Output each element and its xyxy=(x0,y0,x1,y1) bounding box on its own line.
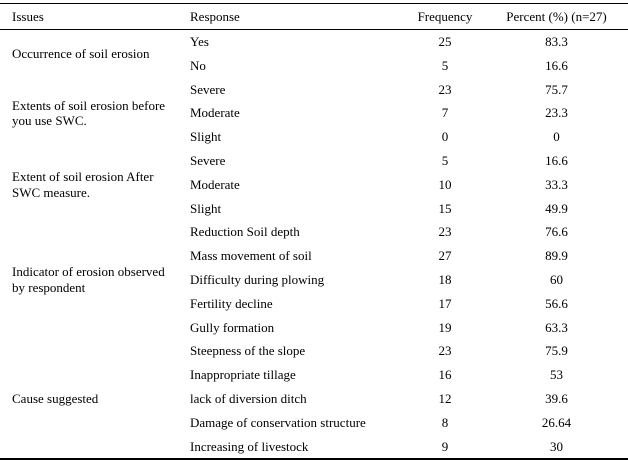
percent-cell: 49.9 xyxy=(545,200,568,216)
percent-cell: 83.3 xyxy=(545,34,568,50)
frequency-cell: 0 xyxy=(441,129,449,145)
table-row: Inappropriate tillage 16 53 xyxy=(0,363,628,387)
table-row: No 5 16.6 xyxy=(0,54,628,78)
percent-cell: 0 xyxy=(553,129,560,145)
issue-cell: Extent of soil erosion After SWC measure… xyxy=(12,169,154,200)
frequency-cell: 9 xyxy=(441,438,449,454)
frequency-cell: 12 xyxy=(438,391,452,407)
issue-cell: Occurrence of soil erosion xyxy=(12,46,150,61)
response-cell: lack of diversion ditch xyxy=(190,391,307,407)
percent-cell: 75.7 xyxy=(545,81,568,97)
table-row: Cause suggested Steepness of the slope 2… xyxy=(0,339,628,406)
response-cell: Steepness of the slope xyxy=(190,343,306,359)
frequency-cell: 23 xyxy=(438,343,452,359)
table-row: Mass movement of soil 27 89.9 xyxy=(0,244,628,268)
response-cell: Mass movement of soil xyxy=(190,248,312,264)
response-cell: No xyxy=(190,57,206,73)
frequency-cell: 18 xyxy=(438,272,452,288)
percent-cell: 23.3 xyxy=(545,105,568,121)
frequency-cell: 10 xyxy=(438,176,452,192)
column-header-issues: Issues xyxy=(0,3,180,30)
response-cell: Damage of conservation structure xyxy=(190,414,366,430)
frequency-cell: 7 xyxy=(441,105,449,121)
frequency-cell: 23 xyxy=(438,224,452,240)
table-row: Slight 0 0 xyxy=(0,125,628,149)
table-row: Slight 15 49.9 xyxy=(0,197,628,221)
frequency-cell: 23 xyxy=(438,81,452,97)
table-row: Damage of conservation structure 8 26.64 xyxy=(0,411,628,435)
response-cell: Increasing of livestock xyxy=(190,438,309,454)
table-row: Extents of soil erosion before you use S… xyxy=(0,78,628,129)
frequency-cell: 17 xyxy=(438,295,452,311)
response-cell: Difficulty during plowing xyxy=(190,272,325,288)
header-row: Issues Response Frequency Percent (%) (n… xyxy=(0,3,628,30)
percent-cell: 16.6 xyxy=(545,153,568,169)
frequency-cell: 15 xyxy=(438,200,452,216)
frequency-cell: 19 xyxy=(438,319,452,335)
response-cell: Yes xyxy=(190,34,209,50)
percent-cell: 63.3 xyxy=(545,319,568,335)
table-row: Extent of soil erosion After SWC measure… xyxy=(0,149,628,200)
issue-cell: Indicator of erosion observed by respond… xyxy=(12,264,165,295)
table-row: Gully formation 19 63.3 xyxy=(0,316,628,340)
column-header-percent: Percent (%) (n=27) xyxy=(485,3,628,30)
column-header-frequency: Frequency xyxy=(405,3,485,30)
frequency-cell: 25 xyxy=(438,34,452,50)
response-cell: Severe xyxy=(190,153,226,169)
percent-cell: 89.9 xyxy=(545,248,568,264)
percent-cell: 75.9 xyxy=(545,343,568,359)
response-cell: Moderate xyxy=(190,105,240,121)
frequency-cell: 5 xyxy=(441,153,449,169)
percent-cell: 33.3 xyxy=(545,176,568,192)
frequency-cell: 16 xyxy=(438,367,452,383)
percent-cell: 56.6 xyxy=(545,295,568,311)
table-row: lack of diversion ditch 12 39.6 xyxy=(0,387,628,411)
percent-cell: 16.6 xyxy=(545,57,568,73)
percent-cell: 76.6 xyxy=(545,224,568,240)
response-cell: Slight xyxy=(190,129,222,145)
frequency-cell: 27 xyxy=(438,248,452,264)
issue-cell: Cause suggested xyxy=(12,391,99,407)
table-row: Indicator of erosion observed by respond… xyxy=(0,220,628,294)
table-row: Fertility decline 17 56.6 xyxy=(0,292,628,316)
response-cell: Severe xyxy=(190,81,226,97)
frequency-cell: 8 xyxy=(441,414,449,430)
frequency-cell: 5 xyxy=(441,57,449,73)
response-cell: Gully formation xyxy=(190,319,275,335)
response-cell: Slight xyxy=(190,200,222,216)
column-header-response: Response xyxy=(180,3,405,30)
table-row: Occurrence of soil erosion Yes 25 83.3 xyxy=(0,30,628,61)
percent-cell: 53 xyxy=(550,367,563,383)
table-row: Moderate 7 23.3 xyxy=(0,101,628,125)
response-cell: Reduction Soil depth xyxy=(190,224,300,240)
response-cell: Inappropriate tillage xyxy=(190,367,296,383)
response-cell: Fertility decline xyxy=(190,295,273,311)
issue-cell: Extents of soil erosion before you use S… xyxy=(12,97,166,129)
soil-erosion-survey-table: Issues Response Frequency Percent (%) (n… xyxy=(0,3,628,460)
table-row: Moderate 10 33.3 xyxy=(0,173,628,197)
response-cell: Moderate xyxy=(190,176,240,192)
table-row: Difficulty during plowing 18 60 xyxy=(0,268,628,292)
percent-cell: 39.6 xyxy=(545,391,568,407)
percent-cell: 26.64 xyxy=(541,414,572,430)
percent-cell: 30 xyxy=(550,438,563,454)
percent-cell: 60 xyxy=(550,272,563,288)
